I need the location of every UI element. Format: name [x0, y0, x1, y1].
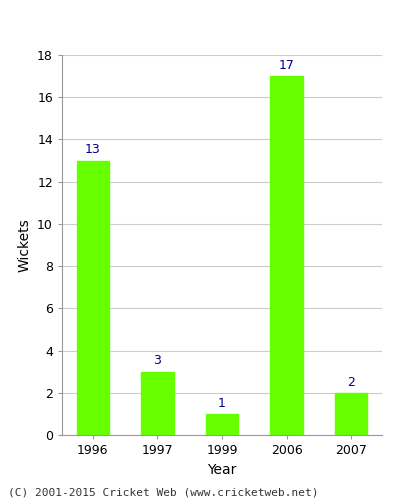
- Bar: [335, 393, 368, 435]
- Bar: [206, 414, 238, 435]
- Bar: [141, 372, 174, 435]
- Text: 1: 1: [218, 396, 226, 409]
- Text: 17: 17: [279, 59, 294, 72]
- Y-axis label: Wickets: Wickets: [18, 218, 32, 272]
- Text: (C) 2001-2015 Cricket Web (www.cricketweb.net): (C) 2001-2015 Cricket Web (www.cricketwe…: [8, 488, 318, 498]
- Bar: [270, 76, 303, 435]
- Text: 13: 13: [85, 144, 100, 156]
- Bar: [76, 160, 109, 435]
- Text: 2: 2: [347, 376, 355, 388]
- X-axis label: Year: Year: [207, 462, 237, 476]
- Text: 3: 3: [154, 354, 161, 368]
